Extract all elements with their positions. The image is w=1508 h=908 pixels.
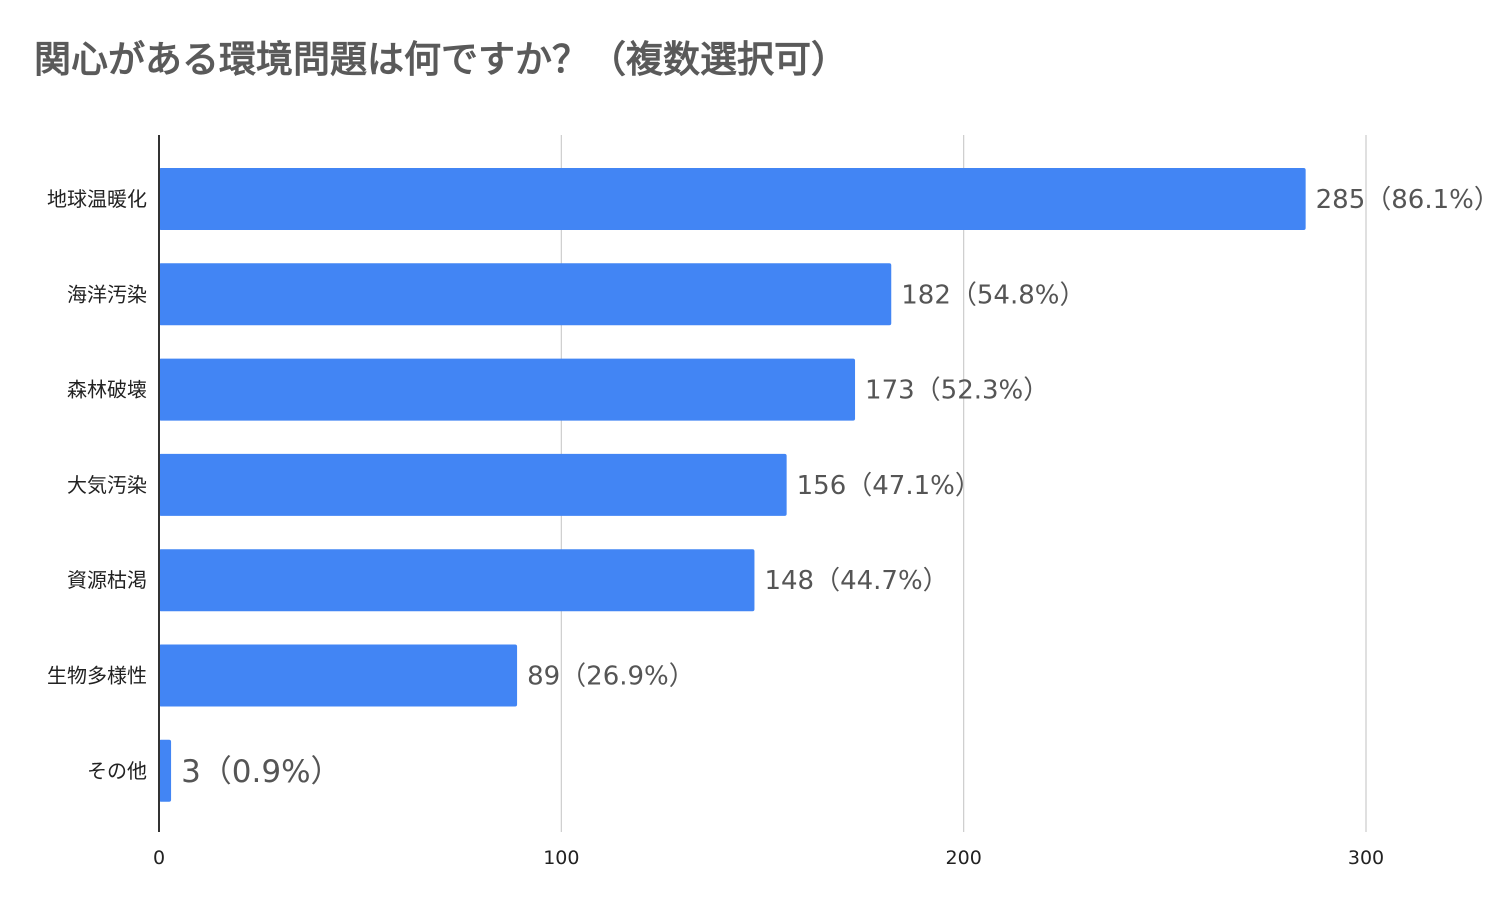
x-tick-label-100: 100 [543, 847, 579, 869]
bar-6 [159, 739, 172, 802]
category-label-4: 資源枯渇 [67, 568, 147, 592]
bar-3 [159, 453, 787, 516]
data-label-4: 148（44.7%） [764, 566, 948, 596]
category-label-0: 地球温暖化 [47, 187, 147, 211]
data-label-1: 182（54.8%） [901, 280, 1085, 310]
category-label-5: 生物多様性 [47, 664, 147, 688]
x-tick-label-300: 300 [1348, 847, 1384, 869]
x-tick-label-0: 0 [153, 847, 165, 869]
bar-4 [159, 549, 755, 612]
category-label-1: 海洋汚染 [67, 282, 147, 306]
chart-title: 関心がある環境問題は何ですか？（複数選択可） [34, 38, 848, 81]
data-label-0: 285（86.1%） [1316, 185, 1500, 215]
category-label-3: 大気汚染 [67, 473, 147, 497]
category-label-6: その他 [87, 759, 147, 783]
data-label-2: 173（52.3%） [865, 376, 1049, 406]
bar-5 [159, 644, 518, 707]
bar-1 [159, 263, 892, 326]
bar-0 [159, 168, 1306, 230]
data-label-6: 3（0.9%） [181, 754, 341, 790]
bar-2 [159, 358, 856, 421]
data-label-3: 156（47.1%） [797, 471, 981, 501]
data-label-5: 89（26.9%） [527, 662, 695, 692]
x-tick-label-200: 200 [946, 847, 982, 869]
category-label-2: 森林破壊 [67, 378, 147, 402]
